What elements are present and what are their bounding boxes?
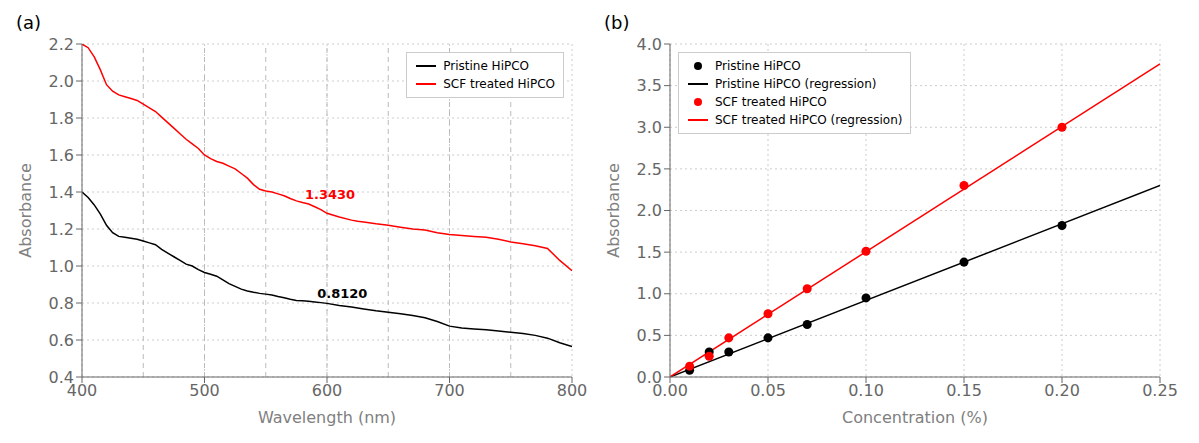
svg-text:1.0: 1.0 xyxy=(49,257,74,276)
svg-text:3.5: 3.5 xyxy=(637,76,662,95)
html-text:Pristine HiPCO: Pristine HiPCO xyxy=(443,59,529,73)
svg-text:500: 500 xyxy=(189,381,220,400)
svg-text:0.6: 0.6 xyxy=(49,331,74,350)
html-text:Pristine HiPCO: Pristine HiPCO xyxy=(715,59,801,73)
svg-text:800: 800 xyxy=(557,381,588,400)
svg-text:1.2: 1.2 xyxy=(49,220,74,239)
svg-text:0.8: 0.8 xyxy=(49,294,74,313)
svg-text:0.20: 0.20 xyxy=(1044,381,1080,400)
html-text:SCF treated HiPCO: SCF treated HiPCO xyxy=(715,95,827,109)
svg-text:3.0: 3.0 xyxy=(637,118,662,137)
svg-text:0.25: 0.25 xyxy=(1142,381,1178,400)
svg-text:2.2: 2.2 xyxy=(49,35,74,54)
svg-text:0.10: 0.10 xyxy=(848,381,884,400)
svg-text:2.5: 2.5 xyxy=(637,160,662,179)
svg-text:1.3430: 1.3430 xyxy=(305,187,355,202)
svg-text:2.0: 2.0 xyxy=(637,201,662,220)
svg-text:0.5: 0.5 xyxy=(637,326,662,345)
svg-text:0.4: 0.4 xyxy=(49,368,74,387)
svg-text:0.05: 0.05 xyxy=(750,381,786,400)
html-text:Pristine HiPCO (regression): Pristine HiPCO (regression) xyxy=(715,77,877,91)
svg-text:400: 400 xyxy=(66,381,98,401)
svg-text:0.8120: 0.8120 xyxy=(317,286,367,301)
svg-text:700: 700 xyxy=(434,381,465,400)
svg-text:Wavelength (nm): Wavelength (nm) xyxy=(258,408,396,427)
svg-text:1.6: 1.6 xyxy=(49,146,74,165)
svg-text:0.15: 0.15 xyxy=(946,381,982,400)
html-text:(b): (b) xyxy=(604,12,630,33)
svg-text:600: 600 xyxy=(312,381,343,400)
svg-text:2.0: 2.0 xyxy=(49,72,74,91)
svg-text:Absorbance: Absorbance xyxy=(16,163,35,258)
svg-text:1.0: 1.0 xyxy=(637,284,662,303)
svg-text:0.00: 0.00 xyxy=(652,381,688,401)
svg-text:1.5: 1.5 xyxy=(637,243,662,262)
svg-text:1.8: 1.8 xyxy=(49,109,74,128)
html-text:SCF treated HiPCO: SCF treated HiPCO xyxy=(443,77,555,91)
svg-text:1.4: 1.4 xyxy=(49,183,74,202)
svg-text:Absorbance: Absorbance xyxy=(604,163,623,258)
html-text:(a): (a) xyxy=(16,12,42,33)
svg-text:4.0: 4.0 xyxy=(637,35,662,54)
svg-text:0.0: 0.0 xyxy=(637,368,662,387)
svg-text:Concentration (%): Concentration (%) xyxy=(842,408,988,427)
html-text:SCF treated HiPCO (regression): SCF treated HiPCO (regression) xyxy=(715,113,903,127)
